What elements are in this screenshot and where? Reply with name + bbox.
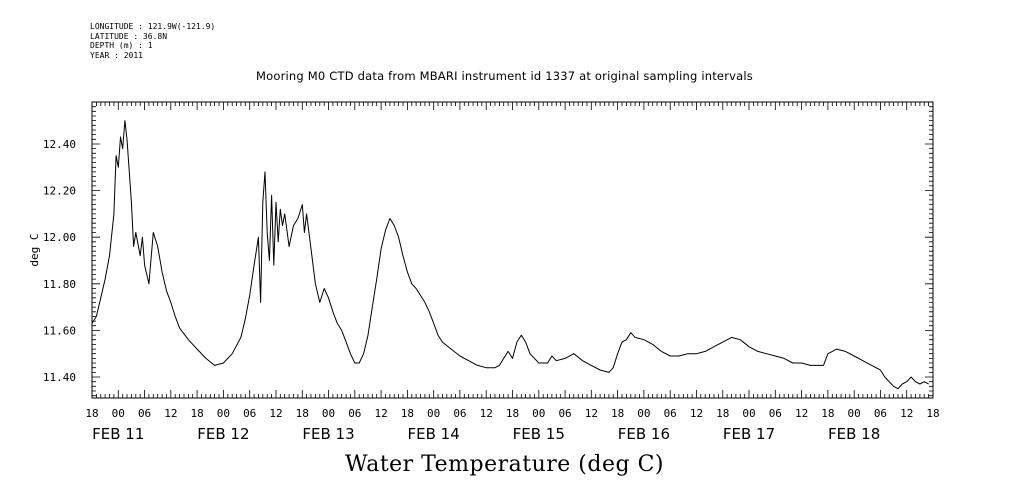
series-line-temperature <box>91 120 929 390</box>
y-tick-label: 11.60 <box>43 324 76 337</box>
y-axis-label: deg C <box>28 233 41 266</box>
latitude-text: LATITUDE : 36.8N <box>90 31 168 41</box>
longitude-text: LONGITUDE : 121.9W(-121.9) <box>90 22 216 31</box>
x-date-label: FEB 16 <box>618 425 670 443</box>
y-tick-label: 12.00 <box>43 231 76 244</box>
x-tick-label: 00 <box>427 407 440 420</box>
x-tick-label: 18 <box>401 407 414 420</box>
x-tick-label: 18 <box>191 407 204 420</box>
x-tick-label: 18 <box>926 407 939 420</box>
x-tick-label: 00 <box>532 407 545 420</box>
x-date-label: FEB 17 <box>723 425 775 443</box>
x-date-label: FEB 15 <box>513 425 565 443</box>
variable-title: Water Temperature (deg C) <box>345 452 664 477</box>
x-tick-label: 00 <box>742 407 755 420</box>
x-tick-label: 06 <box>664 407 677 420</box>
x-tick-label: 06 <box>138 407 151 420</box>
x-tick-label: 06 <box>453 407 466 420</box>
x-tick-label: 12 <box>164 407 177 420</box>
x-tick-label: 06 <box>558 407 571 420</box>
x-tick-label: 00 <box>637 407 650 420</box>
y-axis-ticks <box>92 101 933 397</box>
x-tick-label: 06 <box>874 407 887 420</box>
year-text: YEAR : 2011 <box>90 50 143 60</box>
x-tick-label: 18 <box>296 407 309 420</box>
x-tick-label: 18 <box>506 407 519 420</box>
y-tick-label: 11.40 <box>43 371 76 384</box>
x-tick-label: 18 <box>85 407 98 420</box>
x-tick-label: 00 <box>112 407 125 420</box>
x-tick-label: 12 <box>374 407 387 420</box>
x-tick-label: 12 <box>269 407 282 420</box>
x-tick-label: 18 <box>716 407 729 420</box>
y-tick-label: 11.80 <box>43 278 76 291</box>
x-tick-label: 06 <box>769 407 782 420</box>
y-tick-label: 12.20 <box>43 185 76 198</box>
chart-title: Mooring M0 CTD data from MBARI instrumen… <box>256 69 753 83</box>
x-tick-label: 18 <box>611 407 624 420</box>
station-metadata: LONGITUDE : 121.9W(-121.9) LATITUDE : 36… <box>90 22 215 60</box>
x-axis-ticks <box>91 102 934 398</box>
x-date-label: FEB 12 <box>197 425 249 443</box>
x-tick-label: 06 <box>348 407 361 420</box>
x-tick-label: 12 <box>585 407 598 420</box>
depth-text: DEPTH (m) : 1 <box>90 41 153 50</box>
x-tick-label: 18 <box>821 407 834 420</box>
x-date-label: FEB 13 <box>302 425 354 443</box>
x-tick-label: 12 <box>480 407 493 420</box>
x-tick-label: 06 <box>243 407 256 420</box>
x-tick-label: 12 <box>795 407 808 420</box>
x-tick-label: 00 <box>217 407 230 420</box>
x-tick-label: 00 <box>848 407 861 420</box>
x-tick-label: 00 <box>322 407 335 420</box>
x-date-label: FEB 18 <box>828 425 880 443</box>
x-tick-label: 12 <box>900 407 913 420</box>
x-date-label: FEB 11 <box>92 425 144 443</box>
x-tick-label: 12 <box>690 407 703 420</box>
x-date-label: FEB 14 <box>408 425 460 443</box>
y-tick-label: 12.40 <box>43 138 76 151</box>
plot-frame <box>91 101 934 399</box>
